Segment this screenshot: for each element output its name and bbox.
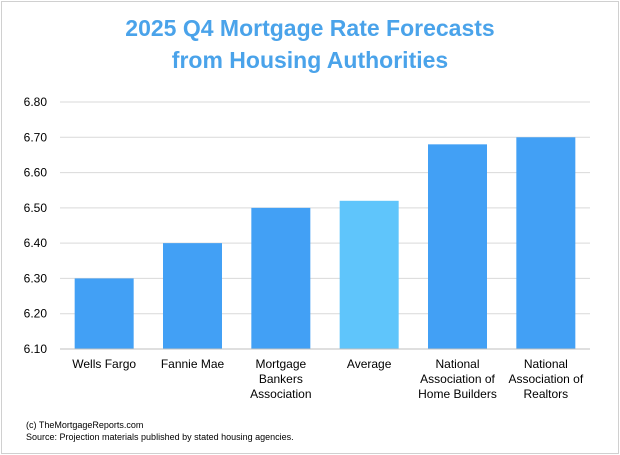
x-axis-labels: Wells Fargo Fannie Mae Mortgage Bankers Asso… bbox=[72, 357, 584, 401]
y-tick-label: 6.10 bbox=[24, 342, 48, 356]
y-tick-label: 6.80 bbox=[24, 95, 48, 109]
bars bbox=[74, 137, 576, 349]
chart-title: 2025 Q4 Mortgage Rate Forecasts from Hou… bbox=[0, 12, 620, 76]
bar bbox=[74, 278, 134, 349]
x-tick-label: National Association of Home Builders bbox=[418, 357, 497, 401]
gridlines bbox=[60, 101, 590, 350]
x-tick-label-line: Mortgage bbox=[255, 357, 306, 371]
x-tick-label-line: Association of bbox=[420, 372, 495, 386]
x-tick-label-line: National bbox=[435, 357, 479, 371]
footer: (c) TheMortgageReports.com Source: Proje… bbox=[26, 419, 294, 443]
x-tick-label: Fannie Mae bbox=[161, 357, 225, 371]
x-tick-label: National Association of Realtors bbox=[508, 357, 583, 401]
footer-source: Source: Projection materials published b… bbox=[26, 432, 294, 442]
y-tick-label: 6.60 bbox=[24, 166, 48, 180]
x-tick-label: Average bbox=[347, 357, 392, 371]
y-tick-label: 6.50 bbox=[24, 201, 48, 215]
x-tick-label-line: Bankers bbox=[259, 372, 303, 386]
x-tick-label-line: Home Builders bbox=[418, 387, 497, 401]
chart-title-line-1: 2025 Q4 Mortgage Rate Forecasts bbox=[125, 15, 495, 41]
bar bbox=[428, 144, 487, 349]
x-tick-label: Mortgage Bankers Association bbox=[250, 357, 311, 401]
x-tick-label: Wells Fargo bbox=[72, 357, 136, 371]
x-tick-label-line: Wells Fargo bbox=[72, 357, 136, 371]
footer-copyright: (c) TheMortgageReports.com bbox=[26, 420, 144, 430]
x-tick-label-line: Association of bbox=[508, 372, 583, 386]
x-tick-label-line: Average bbox=[347, 357, 392, 371]
x-tick-label-line: Realtors bbox=[523, 387, 568, 401]
x-tick-label-line: National bbox=[524, 357, 568, 371]
y-tick-label: 6.20 bbox=[24, 307, 48, 321]
y-tick-label: 6.70 bbox=[24, 130, 48, 144]
bar bbox=[163, 243, 222, 349]
chart-title-line-2: from Housing Authorities bbox=[171, 47, 449, 73]
bar bbox=[516, 137, 576, 349]
bar bbox=[251, 207, 311, 349]
x-tick-label-line: Fannie Mae bbox=[161, 357, 225, 371]
y-axis-ticks: 6.10 6.20 6.30 6.40 6.50 6.60 6.70 6.80 bbox=[24, 95, 48, 356]
y-tick-label: 6.30 bbox=[24, 271, 48, 285]
bar bbox=[339, 200, 399, 349]
x-tick-label-line: Association bbox=[250, 387, 311, 401]
y-tick-label: 6.40 bbox=[24, 236, 48, 250]
